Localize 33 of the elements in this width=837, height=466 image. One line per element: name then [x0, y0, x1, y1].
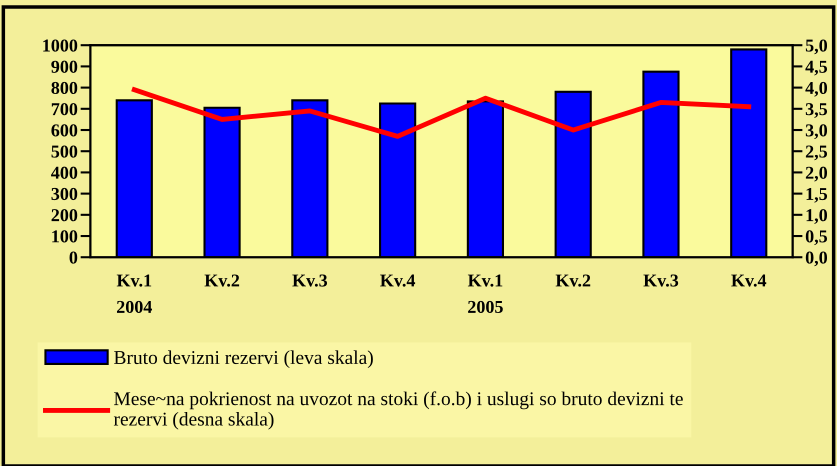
y2-tick-label: 3,0: [806, 124, 828, 140]
y2-tick-label: 0,5: [806, 230, 828, 246]
y2-tick-label: 1,5: [806, 188, 828, 203]
x-tick-label: Kv.3: [292, 274, 328, 287]
y-tick-label: 500: [52, 145, 78, 158]
y-tick-label: 600: [51, 124, 78, 136]
y2-tick-label: 2,5: [806, 146, 828, 160]
y2-tick-label: 2,0: [806, 166, 828, 182]
x-tick-label: Kv.2: [204, 274, 240, 287]
line-series: [132, 87, 752, 139]
y-tick-label: 800: [51, 82, 78, 94]
y-tick-label: 200: [52, 209, 78, 222]
x-tick-label: Kv.1 2005: [468, 274, 503, 314]
x-tick-label: Kv.2: [556, 274, 590, 287]
y-tick-label: 400: [51, 166, 78, 179]
y-tick-label: 900: [51, 60, 78, 73]
y2-tick-label: 0,0: [806, 251, 828, 266]
y2-tick-label: 5,0: [806, 39, 828, 54]
y-tick-label: 100: [52, 230, 78, 242]
legend-label: Bruto devizni rezervi (leva skala): [114, 350, 373, 368]
y2-tick-label: 4,5: [805, 60, 828, 76]
x-tick-label: Kv.4: [731, 274, 766, 287]
y-tick-label: 700: [52, 103, 78, 116]
y-tick-label: 1000: [43, 39, 78, 52]
y2-tick-label: 1,0: [806, 209, 828, 224]
x-tick-label: Kv.3: [643, 274, 678, 287]
x-tick-label: Kv.4: [380, 274, 416, 287]
y2-tick-label: 4,0: [805, 82, 828, 97]
x-tick-label: Kv.1 2004: [116, 274, 152, 314]
y-tick-label: 0: [70, 251, 78, 264]
y-tick-label: 300: [51, 188, 78, 200]
y2-tick-label: 3,5: [806, 103, 828, 118]
legend-label: Mese~na pokrienost na uvozot na stoki (f.o.b) i uslugi so bruto devizni te rezervi (desna skala): [114, 391, 683, 430]
